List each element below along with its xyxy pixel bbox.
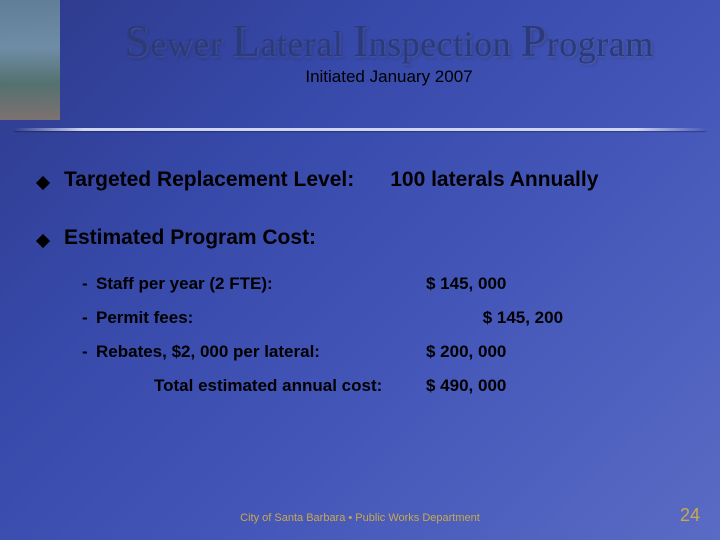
title-cap: L [232,15,261,66]
sub-label: Rebates, $2, 000 per lateral: [96,342,426,362]
sub-amount: $ 145, 000 [426,274,506,294]
bullet-item: Targeted Replacement Level: 100 laterals… [38,168,690,192]
dash-bullet: - [82,342,96,362]
bullet-label: Targeted Replacement Level: [64,168,354,192]
dash-bullet: - [82,274,96,294]
slide-subtitle: Initiated January 2007 [78,67,700,87]
footer-text: City of Santa Barbara • Public Works Dep… [0,512,720,524]
sub-item: Total estimated annual cost: $ 490, 000 [82,376,690,396]
dash-bullet: - [82,308,96,328]
bullet-value: 100 laterals Annually [390,168,598,192]
bullet-label: Estimated Program Cost: [64,226,316,250]
sub-label: Permit fees: [96,308,426,328]
bullet-item: Estimated Program Cost: [38,226,690,250]
title-word: ateral [260,24,343,64]
header-photo-strip [0,0,60,120]
title-word: ewer [150,24,222,64]
content-area: Targeted Replacement Level: 100 laterals… [38,168,690,410]
slide-title: Sewer Lateral Inspection Program [78,14,700,67]
sub-item: - Permit fees: $ 145, 200 [82,308,690,328]
sub-item: - Rebates, $2, 000 per lateral: $ 200, 0… [82,342,690,362]
diamond-bullet-icon [36,176,50,190]
divider-line [14,128,706,131]
sub-label-total: Total estimated annual cost: [96,376,426,396]
sub-item: - Staff per year (2 FTE): $ 145, 000 [82,274,690,294]
diamond-bullet-icon [36,234,50,248]
title-cap: P [521,15,547,66]
sub-amount: $ 200, 000 [426,342,506,362]
title-word: rogram [547,24,654,64]
title-word: nspection [369,24,511,64]
title-cap: I [353,15,369,66]
sub-amount: $ 145, 200 [426,308,563,328]
sub-amount: $ 490, 000 [426,376,506,396]
title-cap: S [124,15,150,66]
page-number: 24 [680,505,700,526]
title-block: Sewer Lateral Inspection Program Initiat… [78,14,700,87]
sub-label: Staff per year (2 FTE): [96,274,426,294]
sub-list: - Staff per year (2 FTE): $ 145, 000 - P… [82,274,690,396]
